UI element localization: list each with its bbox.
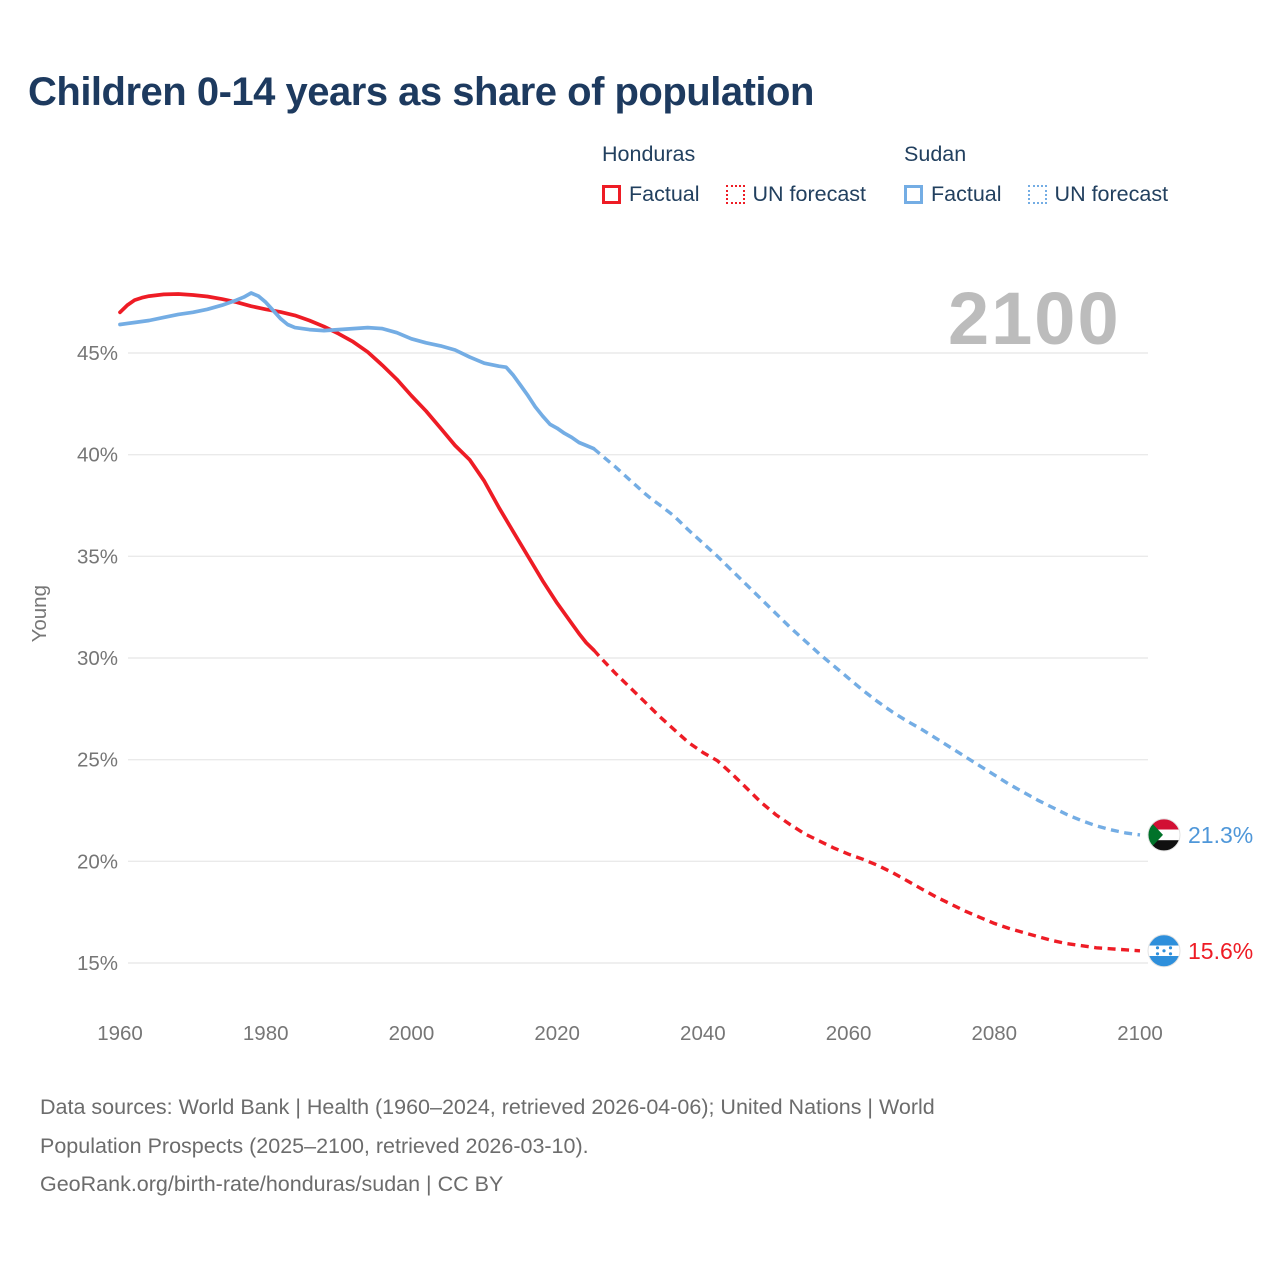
legend-item-label: Factual [931, 182, 1002, 206]
forecast-line-swatch-icon [1027, 185, 1047, 204]
legend: Honduras Factual UN forecast Sudan Factu… [602, 142, 1168, 207]
y-tick-label: 15% [77, 952, 118, 975]
y-tick-label: 45% [77, 342, 118, 365]
x-tick-label: 2040 [680, 1022, 726, 1045]
end-label-honduras: 15.6% [1188, 938, 1253, 964]
sudan-flag-icon [1147, 818, 1181, 852]
legend-group-sudan: Sudan Factual UN forecast [904, 142, 1168, 207]
x-tick-label: 1980 [243, 1022, 289, 1045]
data-sources-line-2: Population Prospects (2025–2100, retriev… [40, 1133, 589, 1158]
legend-item-label: Factual [629, 182, 700, 206]
legend-item-honduras-forecast[interactable]: UN forecast [725, 182, 867, 207]
series-honduras-solid [118, 292, 596, 652]
series-sudan-dashed [592, 447, 1141, 837]
x-tick-label: 2000 [389, 1022, 435, 1045]
legend-item-label: UN forecast [1054, 182, 1169, 206]
factual-line-swatch-icon [904, 185, 924, 204]
attribution-line: GeoRank.org/birth-rate/honduras/sudan | … [40, 1172, 504, 1196]
data-sources-line-1: Data sources: World Bank | Health (1960–… [40, 1095, 935, 1119]
y-tick-label: 30% [77, 647, 118, 670]
y-tick-label: 20% [77, 850, 118, 873]
x-tick-label: 1960 [97, 1022, 143, 1045]
y-tick-label: 25% [77, 749, 118, 772]
factual-line-swatch-icon [602, 185, 621, 204]
end-label-sudan: 21.3% [1188, 822, 1253, 848]
x-tick-label: 2060 [826, 1022, 872, 1045]
legend-item-honduras-factual[interactable]: Factual [602, 182, 700, 207]
page-title: Children 0-14 years as share of populati… [28, 70, 814, 114]
series-sudan-solid [118, 291, 596, 451]
y-tick-label: 40% [77, 444, 118, 467]
legend-item-label: UN forecast [752, 182, 867, 206]
y-tick-label: 35% [77, 545, 118, 568]
x-tick-label: 2100 [1117, 1022, 1163, 1045]
x-tick-label: 2020 [534, 1022, 580, 1045]
legend-group-honduras: Honduras Factual UN forecast [602, 142, 866, 207]
year-watermark: 2100 [948, 277, 1121, 360]
forecast-line-swatch-icon [725, 185, 745, 204]
series-honduras-dashed [592, 648, 1141, 953]
legend-item-sudan-factual[interactable]: Factual [904, 182, 1002, 207]
legend-group-label-honduras: Honduras [602, 142, 696, 166]
footer: Data sources: World Bank | Health (1960–… [40, 1088, 935, 1204]
honduras-flag-icon [1147, 934, 1181, 968]
legend-group-label-sudan: Sudan [904, 142, 967, 166]
legend-item-sudan-forecast[interactable]: UN forecast [1027, 182, 1169, 207]
x-tick-label: 2080 [971, 1022, 1017, 1045]
